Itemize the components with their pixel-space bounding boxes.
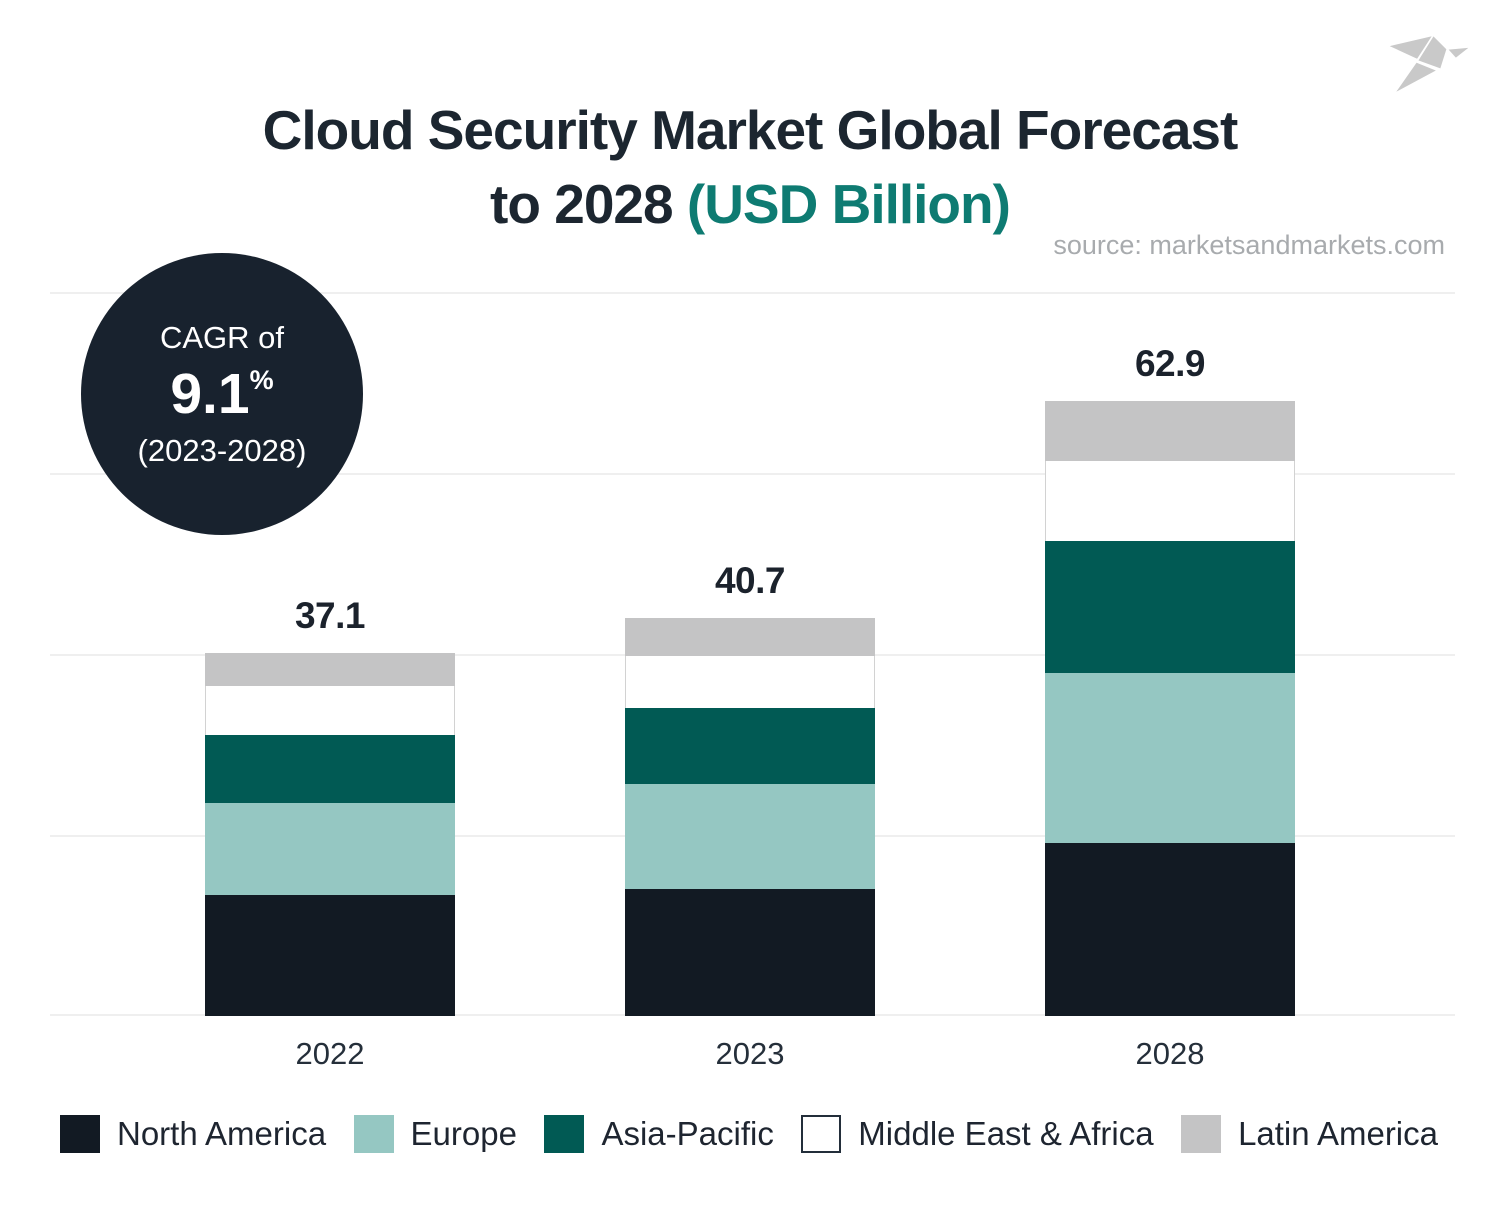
- bar-segment-north-america-2023: [625, 888, 875, 1016]
- x-label-2028: 2028: [1135, 1036, 1205, 1071]
- bar-segment-asia-pacific-2028: [1045, 540, 1295, 673]
- title-line2-accent: (USD Billion): [686, 172, 1011, 235]
- bar-segment-north-america-2022: [205, 894, 455, 1016]
- legend-label: Europe: [410, 1115, 517, 1152]
- page-title: Cloud Security Market Global Forecast to…: [0, 93, 1500, 241]
- legend: North America Europe Asia-Pacific Middle…: [60, 1108, 1438, 1160]
- x-label-2023: 2023: [715, 1036, 785, 1071]
- x-axis-labels: 2022 2023 2028: [50, 1036, 1455, 1080]
- legend-item-latin-america: Latin America: [1181, 1115, 1438, 1153]
- gridline: [50, 473, 1455, 475]
- legend-swatch-asia-pacific: [544, 1115, 585, 1153]
- bar-segment-latin-america-2028: [1045, 400, 1295, 461]
- bar-2023: 40.7: [625, 560, 875, 1016]
- x-label-2022: 2022: [295, 1036, 365, 1071]
- bar-segment-middle-east-africa-2022: [205, 686, 455, 736]
- source-credit: source: marketsandmarkets.com: [1053, 230, 1445, 260]
- legend-label: Asia-Pacific: [601, 1115, 774, 1152]
- legend-item-asia-pacific: Asia-Pacific: [544, 1115, 774, 1153]
- legend-label: Middle East & Africa: [858, 1115, 1154, 1152]
- legend-label: Latin America: [1238, 1115, 1438, 1152]
- legend-swatch-latin-america: [1181, 1115, 1222, 1153]
- percent-sign: %: [249, 364, 274, 395]
- cagr-badge-value: 9.1%: [170, 361, 274, 426]
- bird-tail: [1393, 61, 1439, 95]
- title-line2-dark: to 2028: [490, 172, 674, 235]
- bar-segment-europe-2028: [1045, 672, 1295, 843]
- bar-segment-europe-2023: [625, 784, 875, 889]
- legend-swatch-middle-east-africa: [801, 1115, 842, 1153]
- bar-segment-middle-east-africa-2023: [625, 656, 875, 709]
- bird-body: [1416, 34, 1448, 71]
- gridline: [50, 292, 1455, 294]
- legend-swatch-north-america: [60, 1115, 100, 1153]
- bar-segment-north-america-2028: [1045, 842, 1295, 1016]
- cagr-badge-label: CAGR of: [159, 319, 285, 355]
- legend-label: North America: [117, 1115, 327, 1152]
- bar-2028: 62.9: [1045, 343, 1295, 1016]
- title-line1: Cloud Security Market Global Forecast: [262, 98, 1239, 161]
- bar-value-label-2028: 62.9: [1134, 342, 1206, 384]
- cagr-badge-period: (2023-2028): [137, 432, 307, 468]
- bar-segment-asia-pacific-2022: [205, 735, 455, 803]
- legend-item-europe: Europe: [353, 1115, 517, 1153]
- bar-2022: 37.1: [205, 595, 455, 1016]
- origami-bird-icon: [1386, 34, 1472, 95]
- bar-segment-latin-america-2023: [625, 618, 875, 657]
- legend-swatch-europe: [353, 1115, 394, 1153]
- bar-value-label-2022: 37.1: [294, 595, 366, 637]
- legend-item-middle-east-africa: Middle East & Africa: [801, 1115, 1154, 1153]
- bar-segment-middle-east-africa-2028: [1045, 460, 1295, 541]
- plot-area: 37.1 40.7 62.9: [50, 292, 1455, 1016]
- legend-item-north-america: North America: [60, 1115, 326, 1153]
- bar-segment-latin-america-2022: [205, 653, 455, 687]
- bar-value-label-2023: 40.7: [714, 560, 786, 602]
- bird-head: [1446, 46, 1472, 60]
- bar-segment-asia-pacific-2023: [625, 708, 875, 785]
- bar-segment-europe-2022: [205, 802, 455, 895]
- cagr-badge: CAGR of 9.1% (2023-2028): [81, 253, 363, 535]
